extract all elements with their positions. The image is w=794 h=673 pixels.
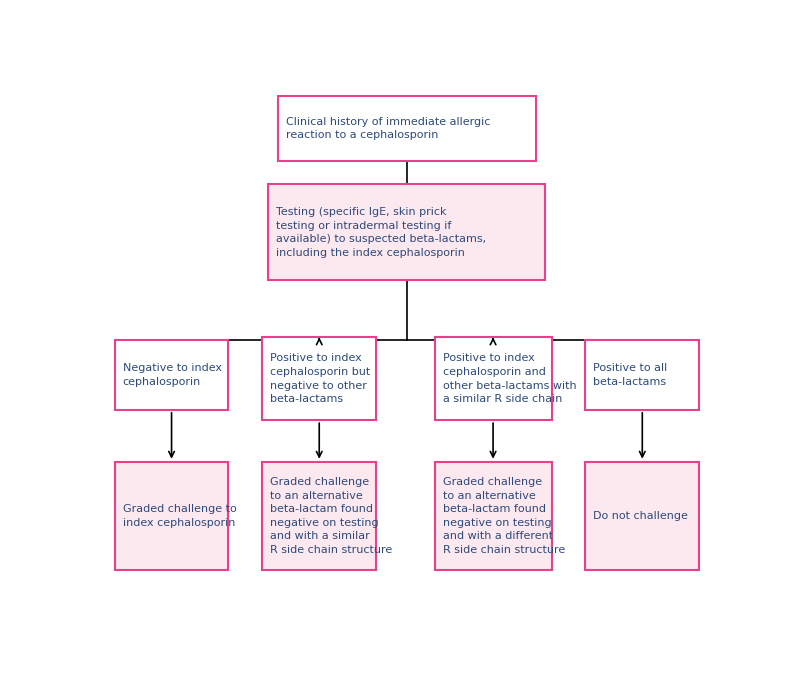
Text: Graded challenge
to an alternative
beta-lactam found
negative on testing
and wit: Graded challenge to an alternative beta-… xyxy=(270,477,392,555)
Text: Negative to index
cephalosporin: Negative to index cephalosporin xyxy=(122,363,222,387)
Text: Do not challenge: Do not challenge xyxy=(593,511,688,521)
Text: Clinical history of immediate allergic
reaction to a cephalosporin: Clinical history of immediate allergic r… xyxy=(286,117,490,141)
FancyBboxPatch shape xyxy=(114,340,229,410)
Text: Positive to all
beta-lactams: Positive to all beta-lactams xyxy=(593,363,668,387)
Text: Graded challenge to
index cephalosporin: Graded challenge to index cephalosporin xyxy=(122,504,237,528)
FancyBboxPatch shape xyxy=(278,96,536,161)
Text: Positive to index
cephalosporin and
other beta-lactams with
a similar R side cha: Positive to index cephalosporin and othe… xyxy=(442,353,576,404)
FancyBboxPatch shape xyxy=(262,337,376,420)
FancyBboxPatch shape xyxy=(268,184,545,280)
Text: Graded challenge
to an alternative
beta-lactam found
negative on testing
and wit: Graded challenge to an alternative beta-… xyxy=(442,477,565,555)
FancyBboxPatch shape xyxy=(262,462,376,571)
FancyBboxPatch shape xyxy=(114,462,229,571)
FancyBboxPatch shape xyxy=(434,337,552,420)
Text: Positive to index
cephalosporin but
negative to other
beta-lactams: Positive to index cephalosporin but nega… xyxy=(270,353,371,404)
FancyBboxPatch shape xyxy=(434,462,552,571)
FancyBboxPatch shape xyxy=(585,462,700,571)
FancyBboxPatch shape xyxy=(585,340,700,410)
Text: Testing (specific IgE, skin prick
testing or intradermal testing if
available) t: Testing (specific IgE, skin prick testin… xyxy=(276,207,487,258)
